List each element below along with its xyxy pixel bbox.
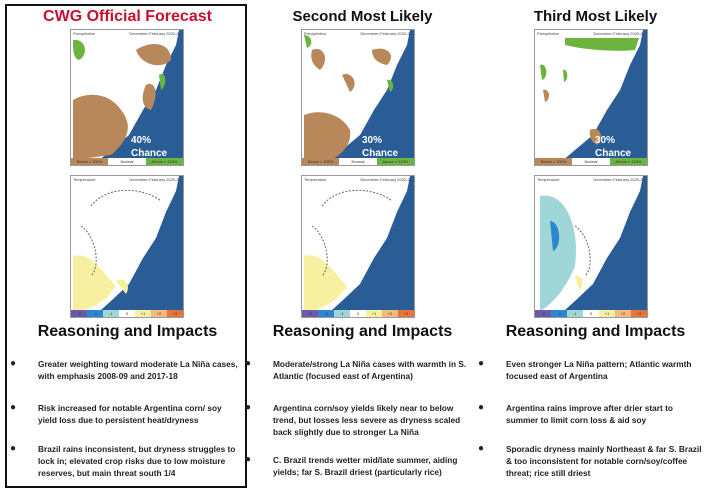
legend-below: Below < 100% bbox=[535, 158, 573, 165]
official-forecast-box bbox=[5, 4, 247, 488]
map-label: Temperature bbox=[304, 177, 327, 182]
legend-normal: Normal bbox=[339, 158, 377, 165]
reasoning-heading: Reasoning and Impacts bbox=[37, 323, 218, 340]
map-label: Temperature bbox=[537, 177, 560, 182]
map-period: December-February 2020-21 bbox=[360, 177, 412, 182]
temp-legend: -3 -2 -1 0 +1 +2 +3 bbox=[302, 310, 414, 317]
legend-m3: -3 bbox=[535, 310, 551, 317]
map-label: Precipitation bbox=[537, 31, 560, 36]
chance-label: 30% Chance bbox=[362, 135, 399, 159]
scenario-title: Third Most Likely bbox=[533, 8, 658, 25]
precip-legend: Below < 100% Normal Above > 110% bbox=[302, 158, 414, 165]
temperature-map: Temperature December-February 2020-21 -3 … bbox=[301, 175, 415, 318]
temp-legend: -3 -2 -1 0 +1 +2 +3 bbox=[71, 310, 183, 317]
reasoning-heading: Reasoning and Impacts bbox=[272, 323, 453, 340]
map-period: December-February 2020-21 bbox=[129, 177, 181, 182]
legend-normal: Normal bbox=[108, 158, 146, 165]
legend-above: Above > 110% bbox=[609, 158, 647, 165]
legend-p2: +2 bbox=[382, 310, 398, 317]
legend-m2: -2 bbox=[87, 310, 103, 317]
legend-m2: -2 bbox=[318, 310, 334, 317]
legend-m1: -1 bbox=[334, 310, 350, 317]
precipitation-map: Precipitation December-February 2020-21 3… bbox=[301, 29, 415, 166]
legend-p2: +2 bbox=[615, 310, 631, 317]
bullet-icon: ● bbox=[478, 402, 485, 413]
impact-text: Argentina rains improve after drier star… bbox=[506, 403, 673, 425]
legend-below: Below < 100% bbox=[302, 158, 340, 165]
legend-0: 0 bbox=[583, 310, 599, 317]
temp-legend: -3 -2 -1 0 +1 +2 +3 bbox=[535, 310, 647, 317]
impact-text: Greater weighting toward moderate La Niñ… bbox=[38, 359, 238, 381]
precip-map-graphic bbox=[73, 30, 183, 165]
temp-map-graphic bbox=[304, 176, 414, 317]
bullet-icon: ● bbox=[245, 358, 252, 369]
legend-p1: +1 bbox=[599, 310, 615, 317]
chance-label: 30% Chance bbox=[595, 135, 632, 159]
impact-text: Brazil rains inconsistent, but dryness s… bbox=[38, 444, 236, 478]
map-period: December-February 2020-21 bbox=[360, 31, 412, 36]
impact-text: C. Brazil trends wetter mid/late summer,… bbox=[273, 455, 458, 477]
legend-p3: +3 bbox=[167, 310, 183, 317]
chance-label: 40% Chance bbox=[131, 135, 168, 159]
legend-m2: -2 bbox=[551, 310, 567, 317]
legend-p2: +2 bbox=[151, 310, 167, 317]
scenario-title: Second Most Likely bbox=[292, 8, 433, 25]
map-label: Temperature bbox=[73, 177, 96, 182]
impact-text: Even stronger La Niña pattern; Atlantic … bbox=[506, 359, 692, 381]
map-period: December-February 2020-21 bbox=[593, 31, 645, 36]
temperature-map: Temperature December-February 2020-21 -3 … bbox=[534, 175, 648, 318]
impact-text: Moderate/strong La Niña cases with warmt… bbox=[273, 359, 467, 381]
legend-m1: -1 bbox=[103, 310, 119, 317]
precip-map-graphic bbox=[304, 30, 414, 165]
reasoning-heading: Reasoning and Impacts bbox=[505, 323, 686, 340]
legend-below: Below < 100% bbox=[71, 158, 109, 165]
bullet-icon: ● bbox=[10, 443, 17, 454]
legend-normal: Normal bbox=[572, 158, 610, 165]
legend-p3: +3 bbox=[398, 310, 414, 317]
map-period: December-February 2020-21 bbox=[129, 31, 181, 36]
legend-p1: +1 bbox=[366, 310, 382, 317]
precip-legend: Below < 100% Normal Above > 110% bbox=[71, 158, 183, 165]
precip-legend: Below < 100% Normal Above > 110% bbox=[535, 158, 647, 165]
scenario-title: CWG Official Forecast bbox=[43, 8, 212, 25]
impact-text: Sporadic dryness mainly Northeast & far … bbox=[506, 444, 702, 478]
legend-0: 0 bbox=[119, 310, 135, 317]
bullet-icon: ● bbox=[245, 402, 252, 413]
legend-m1: -1 bbox=[567, 310, 583, 317]
temp-map-graphic bbox=[540, 176, 647, 317]
legend-p1: +1 bbox=[135, 310, 151, 317]
precipitation-map: Precipitation December-February 2020-21 4… bbox=[70, 29, 184, 166]
map-label: Precipitation bbox=[73, 31, 96, 36]
bullet-icon: ● bbox=[10, 358, 17, 369]
temperature-map: Temperature December-February 2020-21 -3 … bbox=[70, 175, 184, 318]
legend-0: 0 bbox=[350, 310, 366, 317]
precipitation-map: Precipitation December-February 2020-21 3… bbox=[534, 29, 648, 166]
map-period: December-February 2020-21 bbox=[593, 177, 645, 182]
precip-map-graphic bbox=[540, 30, 647, 165]
impact-text: Risk increased for notable Argentina cor… bbox=[38, 403, 222, 425]
map-label: Precipitation bbox=[304, 31, 327, 36]
impact-text: Argentina corn/soy yields likely near to… bbox=[273, 403, 461, 437]
legend-above: Above > 110% bbox=[145, 158, 183, 165]
bullet-icon: ● bbox=[245, 454, 252, 465]
legend-m3: -3 bbox=[302, 310, 318, 317]
bullet-icon: ● bbox=[478, 358, 485, 369]
temp-map-graphic bbox=[73, 176, 183, 317]
legend-m3: -3 bbox=[71, 310, 87, 317]
legend-p3: +3 bbox=[631, 310, 647, 317]
legend-above: Above > 110% bbox=[376, 158, 414, 165]
bullet-icon: ● bbox=[478, 443, 485, 454]
bullet-icon: ● bbox=[10, 402, 17, 413]
